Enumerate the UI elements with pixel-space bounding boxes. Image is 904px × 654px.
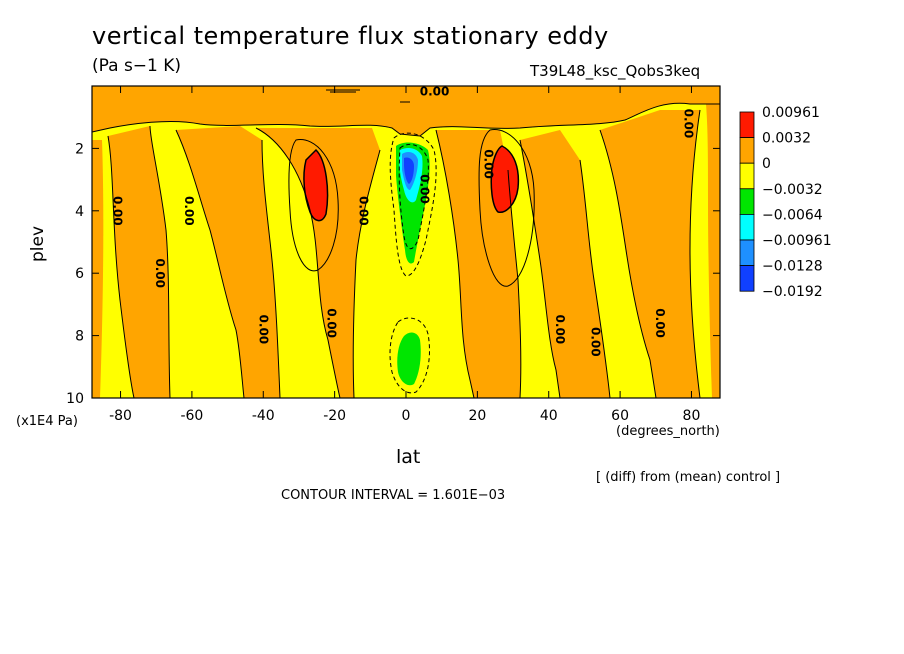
colorbar-level-label: −0.0128 bbox=[762, 259, 823, 275]
colorbar-swatch bbox=[739, 239, 755, 267]
fill-red-south bbox=[303, 148, 329, 222]
contour-label-layer: 0.00 0.00 0.00 0.00 0.00 0.00 0.00 0.00 0.00 0.00… bbox=[110, 84, 695, 356]
chart-units: (Pa s−1 K) bbox=[92, 56, 182, 76]
contour-value-label: 0.00 bbox=[325, 308, 339, 338]
contour-value-label: 0.00 bbox=[482, 149, 496, 179]
fill-orange-left-3 bbox=[256, 128, 380, 398]
fill-orange-right-3 bbox=[600, 110, 700, 398]
contour-line bbox=[149, 125, 171, 399]
contour-line bbox=[107, 135, 135, 399]
colorbar: 0.00961 0.0032 0 −0.0032 −0.0064 −0.00961 −0.0… bbox=[739, 105, 832, 300]
fill-orange-right-edge bbox=[706, 104, 720, 398]
y-axis-label: plev bbox=[28, 225, 48, 262]
x-tick-label: -80 bbox=[109, 408, 132, 424]
contour-line bbox=[599, 129, 657, 399]
contour-value-label: 0.00 bbox=[653, 308, 667, 338]
x-tick-label: 0 bbox=[402, 408, 411, 424]
contour-line bbox=[389, 317, 430, 394]
fill-blue-upper bbox=[404, 157, 414, 184]
x-tick-label: -20 bbox=[323, 408, 346, 424]
fill-green-lower bbox=[397, 332, 421, 386]
negative-contours bbox=[389, 132, 437, 394]
fill-orange-upper bbox=[92, 86, 720, 136]
contour-line bbox=[352, 149, 381, 399]
colorbar-swatch bbox=[739, 137, 755, 164]
x-axis-units: (degrees_north) bbox=[616, 424, 720, 439]
y-tick-label: 4 bbox=[75, 204, 84, 220]
colorbar-swatch bbox=[739, 111, 755, 139]
contour-line bbox=[175, 129, 245, 399]
colorbar-swatch bbox=[739, 265, 755, 292]
x-axis-label: lat bbox=[396, 446, 421, 468]
x-tick-label: 60 bbox=[611, 408, 629, 424]
axis-layer: -80 -60 -40 -20 0 20 40 60 80 2 4 6 8 10 bbox=[66, 86, 720, 424]
contour-value-label: 0.00 bbox=[182, 196, 196, 226]
colorbar-swatch bbox=[739, 162, 755, 190]
fill-orange-left-edge bbox=[92, 140, 104, 398]
contour-lines bbox=[91, 89, 720, 399]
fill-orange-left-1 bbox=[108, 126, 170, 398]
footnote: [ (diff) from (mean) control ] bbox=[596, 470, 781, 485]
contour-value-label: 0.00 bbox=[417, 174, 431, 204]
x-tick-label: 80 bbox=[683, 408, 701, 424]
contour-value-label: 0.00 bbox=[681, 109, 695, 139]
colorbar-level-label: 0.00961 bbox=[762, 105, 820, 121]
contour-line bbox=[507, 169, 522, 399]
colorbar-level-label: −0.00961 bbox=[762, 233, 832, 249]
colorbar-level-label: −0.0032 bbox=[762, 182, 823, 198]
fill-orange-right-2 bbox=[520, 130, 610, 398]
colorbar-level-label: 0 bbox=[762, 156, 771, 172]
run-name: T39L48_ksc_Qobs3keq bbox=[530, 62, 701, 80]
contour-value-label: 0.00 bbox=[420, 84, 450, 98]
contour-value-label: 0.00 bbox=[553, 315, 567, 345]
contour-line bbox=[435, 129, 475, 399]
y-tick-label: 6 bbox=[75, 266, 84, 282]
contour-value-label: 0.00 bbox=[357, 196, 371, 226]
contour-value-label: 0.00 bbox=[257, 315, 271, 345]
contour-interval: CONTOUR INTERVAL = 1.601E−03 bbox=[281, 488, 506, 503]
contour-line bbox=[689, 109, 701, 399]
contour-line bbox=[261, 139, 281, 399]
fill-orange-left-2 bbox=[176, 126, 280, 398]
contour-line bbox=[579, 159, 611, 399]
contour-value-label: 0.00 bbox=[153, 258, 167, 288]
contour-value-label: 0.00 bbox=[110, 196, 124, 226]
x-tick-label: 40 bbox=[540, 408, 558, 424]
chart-title: vertical temperature flux stationary edd… bbox=[92, 22, 609, 50]
y-tick-label: 8 bbox=[75, 329, 84, 345]
contour-line bbox=[478, 129, 535, 287]
plot-fill-layer bbox=[92, 86, 720, 398]
contour-value-label: 0.00 bbox=[589, 327, 603, 357]
contour-line bbox=[519, 139, 561, 399]
x-tick-label: -40 bbox=[252, 408, 275, 424]
colorbar-swatch bbox=[739, 188, 755, 215]
contour-line bbox=[389, 132, 437, 277]
colorbar-swatch bbox=[739, 213, 755, 241]
colorbar-level-label: 0.0032 bbox=[762, 131, 811, 147]
y-tick-label: 2 bbox=[75, 141, 84, 157]
y-tick-label: 10 bbox=[66, 391, 84, 407]
x-tick-label: 20 bbox=[468, 408, 486, 424]
colorbar-level-label: −0.0064 bbox=[762, 207, 823, 223]
y-axis-units: (x1E4 Pa) bbox=[16, 414, 78, 429]
x-tick-label: -60 bbox=[180, 408, 203, 424]
colorbar-level-label: −0.0192 bbox=[762, 284, 823, 300]
contour-line bbox=[255, 127, 341, 399]
fill-red-north bbox=[490, 145, 520, 213]
contour-line bbox=[288, 139, 339, 272]
